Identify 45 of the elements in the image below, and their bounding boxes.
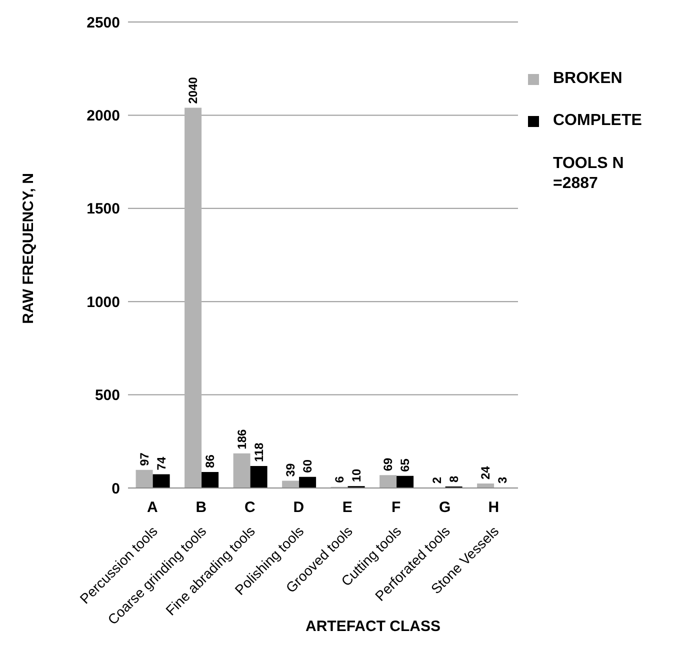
y-tick-label: 0 [112,480,120,498]
data-label: 2 [430,476,444,484]
bar [152,474,170,488]
text: F [392,499,401,516]
x-axis-title: ARTEFACT CLASS [306,618,440,635]
bar [380,475,397,488]
legend-label: BROKEN [553,70,622,88]
data-label: 60 [300,459,315,473]
text: TOOLS N =2887 [553,154,625,194]
y-tick-label: 1000 [86,294,120,311]
bar [233,453,250,488]
bar [396,476,414,488]
data-label: 2040 [186,76,200,104]
data-label: 8 [446,476,461,483]
data-label: 39 [284,463,298,477]
data-label: 74 [154,456,168,470]
data-label: 118 [252,442,266,462]
y-tick-label: 1500 [86,200,120,218]
data-label: 3 [496,476,510,484]
data-label: 69 [381,457,396,472]
data-label: 65 [398,458,412,472]
bar [202,472,219,488]
text: D [293,499,304,516]
data-label: 6 [332,476,346,483]
y-tick-label: 2500 [86,14,120,32]
bar [299,476,316,488]
text: G [439,499,451,516]
text: B [196,499,207,516]
legend-label: COMPLETE [553,112,642,130]
data-label: 24 [478,466,493,480]
bar [136,470,153,488]
bar [250,466,268,488]
text: E [342,499,352,516]
data-label: 10 [349,468,364,482]
text: H [488,499,500,516]
y-tick-label: 2000 [86,108,120,125]
bar [282,480,300,488]
bar [184,108,202,488]
y-tick-label: 500 [94,387,120,404]
data-label: 97 [137,452,152,466]
text: C [244,499,256,516]
data-label: 186 [234,428,249,450]
y-axis-title: RAW FREQUENCY, N [20,172,36,324]
data-label: 86 [203,454,218,468]
text: A [146,499,158,516]
